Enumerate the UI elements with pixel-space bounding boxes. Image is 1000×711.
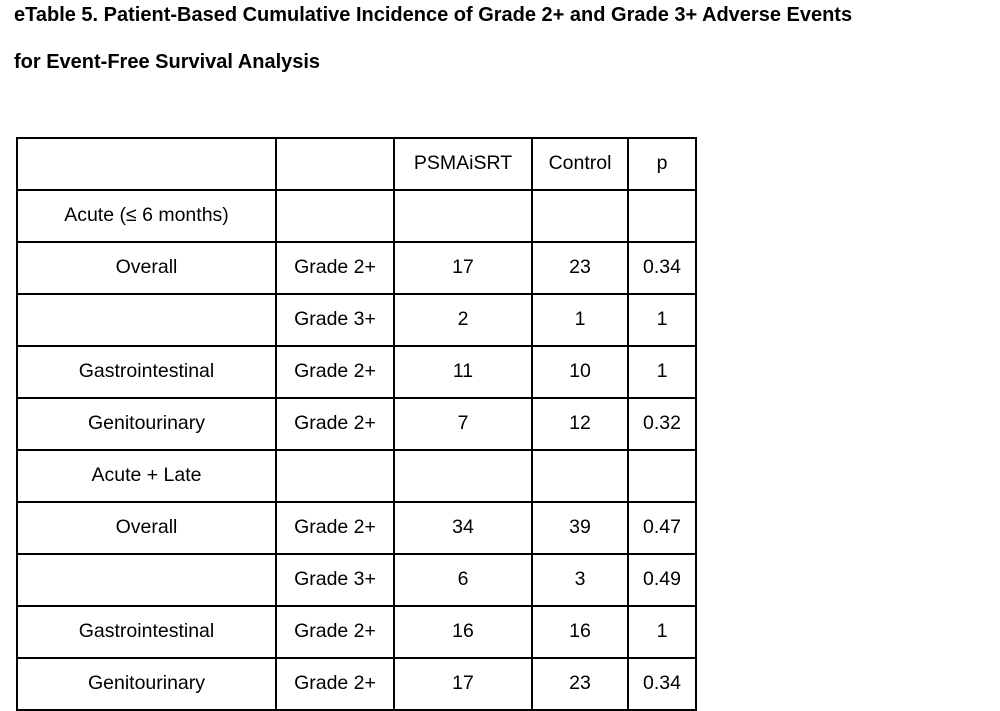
control-value-cell: 3 xyxy=(531,553,629,607)
control-value-cell: 23 xyxy=(531,657,629,711)
grade-cell: Grade 2+ xyxy=(275,501,395,555)
header-empty-category-cell xyxy=(16,137,277,191)
table-row: Gastrointestinal Grade 2+ 11 10 1 xyxy=(16,345,697,399)
header-empty-grade-cell xyxy=(275,137,395,191)
grade-cell xyxy=(275,449,395,503)
category-cell: Genitourinary xyxy=(16,397,277,451)
p-value-cell xyxy=(627,189,697,243)
p-value-cell: 1 xyxy=(627,345,697,399)
table-row: Genitourinary Grade 2+ 7 12 0.32 xyxy=(16,397,697,451)
table-row: Overall Grade 2+ 17 23 0.34 xyxy=(16,241,697,295)
psmaisrt-value-cell: 34 xyxy=(393,501,533,555)
document-title-line2: for Event-Free Survival Analysis xyxy=(14,51,321,73)
grade-cell: Grade 2+ xyxy=(275,345,395,399)
category-cell: Gastrointestinal xyxy=(16,345,277,399)
control-value-cell xyxy=(531,189,629,243)
table-row: Grade 3+ 6 3 0.49 xyxy=(16,553,697,607)
category-cell xyxy=(16,293,277,347)
grade-cell: Grade 2+ xyxy=(275,241,395,295)
section-label-cell: Acute (≤ 6 months) xyxy=(16,189,277,243)
grade-cell: Grade 2+ xyxy=(275,397,395,451)
adverse-events-table: PSMAiSRT Control p Acute (≤ 6 months) Ov… xyxy=(16,137,697,711)
p-value-cell: 0.49 xyxy=(627,553,697,607)
header-control: Control xyxy=(531,137,629,191)
control-value-cell: 16 xyxy=(531,605,629,659)
grade-cell: Grade 3+ xyxy=(275,553,395,607)
table-row: Gastrointestinal Grade 2+ 16 16 1 xyxy=(16,605,697,659)
table-row: Grade 3+ 2 1 1 xyxy=(16,293,697,347)
p-value-cell: 0.34 xyxy=(627,657,697,711)
table-row: Overall Grade 2+ 34 39 0.47 xyxy=(16,501,697,555)
table-row: Genitourinary Grade 2+ 17 23 0.34 xyxy=(16,657,697,711)
control-value-cell: 12 xyxy=(531,397,629,451)
control-value-cell: 1 xyxy=(531,293,629,347)
control-value-cell: 39 xyxy=(531,501,629,555)
section-label-cell: Acute + Late xyxy=(16,449,277,503)
header-psmaisrt: PSMAiSRT xyxy=(393,137,533,191)
p-value-cell xyxy=(627,449,697,503)
category-cell: Overall xyxy=(16,501,277,555)
section-row-acute-late: Acute + Late xyxy=(16,449,697,503)
p-value-cell: 0.32 xyxy=(627,397,697,451)
grade-cell: Grade 2+ xyxy=(275,657,395,711)
document-title-line1: eTable 5. Patient-Based Cumulative Incid… xyxy=(14,4,853,26)
section-row-acute: Acute (≤ 6 months) xyxy=(16,189,697,243)
header-p: p xyxy=(627,137,697,191)
psmaisrt-value-cell: 16 xyxy=(393,605,533,659)
psmaisrt-value-cell: 2 xyxy=(393,293,533,347)
psmaisrt-value-cell: 6 xyxy=(393,553,533,607)
p-value-cell: 0.47 xyxy=(627,501,697,555)
p-value-cell: 1 xyxy=(627,293,697,347)
category-cell: Genitourinary xyxy=(16,657,277,711)
control-value-cell xyxy=(531,449,629,503)
control-value-cell: 10 xyxy=(531,345,629,399)
category-cell: Gastrointestinal xyxy=(16,605,277,659)
category-cell: Overall xyxy=(16,241,277,295)
p-value-cell: 0.34 xyxy=(627,241,697,295)
psmaisrt-value-cell: 17 xyxy=(393,241,533,295)
psmaisrt-value-cell xyxy=(393,449,533,503)
psmaisrt-value-cell: 11 xyxy=(393,345,533,399)
grade-cell: Grade 2+ xyxy=(275,605,395,659)
p-value-cell: 1 xyxy=(627,605,697,659)
table-header-row: PSMAiSRT Control p xyxy=(16,137,697,191)
grade-cell: Grade 3+ xyxy=(275,293,395,347)
category-cell xyxy=(16,553,277,607)
psmaisrt-value-cell xyxy=(393,189,533,243)
control-value-cell: 23 xyxy=(531,241,629,295)
psmaisrt-value-cell: 7 xyxy=(393,397,533,451)
grade-cell xyxy=(275,189,395,243)
psmaisrt-value-cell: 17 xyxy=(393,657,533,711)
